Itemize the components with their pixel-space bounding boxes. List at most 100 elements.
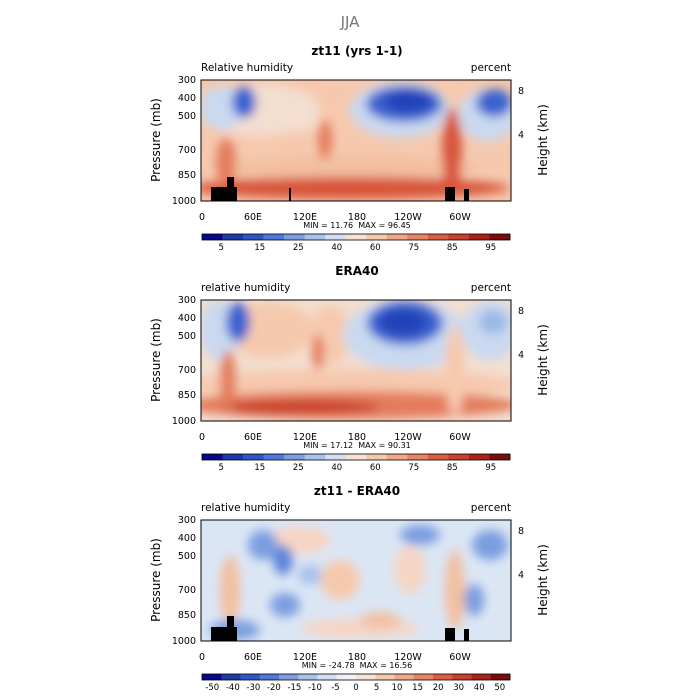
y-axis-label: Pressure (mb) [149, 538, 163, 622]
colorbar-label: 40 [331, 463, 342, 473]
y2-axis-ticks: 8 4 [518, 86, 524, 141]
colorbar-label: 20 [433, 683, 444, 693]
colorbar-label: 5 [219, 463, 224, 473]
y-tick-label: 500 [178, 551, 196, 562]
y-tick-label: 700 [178, 585, 196, 596]
colorbar-swatch [427, 454, 449, 460]
colorbar-label: 40 [331, 243, 342, 253]
contour-field [201, 520, 511, 641]
panel-observation: ERA40 relative humidity percent [149, 264, 550, 473]
y2-tick-label: 8 [518, 86, 524, 97]
colorbar-swatch [356, 674, 376, 680]
y-axis-label: Pressure (mb) [149, 98, 163, 182]
y-tick-label: 400 [178, 93, 196, 104]
panel-left-label: relative humidity [201, 502, 290, 514]
plot-frame [200, 519, 512, 642]
x-tick-label: 180 [348, 432, 366, 443]
colorbar-label: 5 [374, 683, 379, 693]
x-axis-ticks: 0 60E 120E 180 120W 60W [199, 212, 471, 223]
panel-left-label: Relative humidity [201, 62, 293, 74]
y-axis-label: Pressure (mb) [149, 318, 163, 402]
x-tick-label: 180 [348, 212, 366, 223]
colorbar-label: 15 [254, 243, 265, 253]
colorbar-swatch [413, 674, 434, 680]
colorbar-swatch [386, 234, 408, 240]
colorbar-swatch [489, 454, 511, 460]
y-tick-label: 850 [178, 170, 196, 181]
y-tick-label: 300 [178, 295, 196, 306]
colorbar-swatch [345, 234, 367, 240]
colorbar-swatch [243, 234, 264, 240]
colorbar-swatch [468, 234, 490, 240]
panel-title: zt11 - ERA40 [314, 484, 400, 498]
plot-frame [200, 79, 512, 202]
colorbar-label: 60 [370, 463, 381, 473]
colorbar-swatch [489, 234, 511, 240]
x-tick-label: 120W [394, 652, 422, 663]
colorbar-swatch [375, 674, 395, 680]
y2-tick-label: 4 [518, 350, 524, 361]
colorbar-swatch [490, 674, 511, 680]
colorbar-label: 10 [392, 683, 403, 693]
colorbar-label: 85 [447, 243, 458, 253]
colorbar-swatch [386, 454, 408, 460]
colorbar-label: 75 [408, 463, 419, 473]
y2-tick-label: 4 [518, 130, 524, 141]
colorbar-label: 25 [293, 463, 304, 473]
y-tick-label: 300 [178, 75, 196, 86]
colorbar-swatch [394, 674, 415, 680]
x-tick-label: 60E [244, 652, 262, 663]
x-tick-label: 120E [293, 212, 317, 223]
y2-axis-label: Height (km) [536, 324, 550, 395]
colorbar-swatch [279, 674, 299, 680]
x-tick-label: 120W [394, 212, 422, 223]
colorbar-swatch [366, 234, 388, 240]
colorbar-swatch [222, 454, 244, 460]
colorbar-label: -50 [205, 683, 219, 693]
x-tick-label: 120E [293, 432, 317, 443]
x-tick-label: 0 [199, 432, 205, 443]
panel-right-label: percent [471, 282, 511, 294]
colorbar-label: 60 [370, 243, 381, 253]
y-tick-label: 400 [178, 313, 196, 324]
colorbar-label: -5 [331, 683, 339, 693]
y-tick-label: 700 [178, 145, 196, 156]
colorbar-label: 30 [453, 683, 464, 693]
colorbar-label: -20 [267, 683, 281, 693]
x-tick-label: 60W [449, 212, 471, 223]
x-tick-label: 60W [449, 432, 471, 443]
colorbar-swatch [468, 454, 490, 460]
panel-right-label: percent [471, 62, 511, 74]
x-tick-label: 60E [244, 432, 262, 443]
colorbar-swatch [243, 454, 264, 460]
colorbar-swatch [433, 674, 453, 680]
colorbar: 5 15 25 40 60 75 85 95 [201, 233, 511, 253]
colorbar-swatch [407, 454, 429, 460]
x-tick-label: 0 [199, 652, 205, 663]
figure-title: JJA [340, 13, 361, 31]
x-tick-label: 120E [293, 652, 317, 663]
colorbar-label: -15 [287, 683, 301, 693]
min-max-stats: MIN = 17.12 MAX = 90.31 [303, 441, 411, 450]
x-tick-label: 180 [348, 652, 366, 663]
colorbar-swatch [407, 234, 429, 240]
panel-model: zt11 (yrs 1-1) Relative humidity percent [149, 44, 550, 253]
colorbar-swatch [284, 234, 305, 240]
colorbar-swatch [471, 674, 492, 680]
colorbar-label: 5 [219, 243, 224, 253]
panel-title: zt11 (yrs 1-1) [311, 44, 402, 58]
colorbar-label: 25 [293, 243, 304, 253]
colorbar-swatch [202, 674, 222, 680]
x-tick-label: 60E [244, 212, 262, 223]
colorbar-swatch [325, 454, 347, 460]
plot-frame [200, 299, 512, 422]
colorbar-swatch [259, 674, 280, 680]
contour-field [201, 300, 511, 421]
colorbar-label: 0 [353, 683, 358, 693]
colorbar-label: -40 [226, 683, 240, 693]
y2-axis-ticks: 8 4 [518, 526, 524, 581]
x-axis-ticks: 0 60E 120E 180 120W 60W [199, 432, 471, 443]
colorbar-swatch [336, 674, 357, 680]
colorbar-label: 95 [485, 243, 496, 253]
colorbar-swatch [304, 234, 326, 240]
